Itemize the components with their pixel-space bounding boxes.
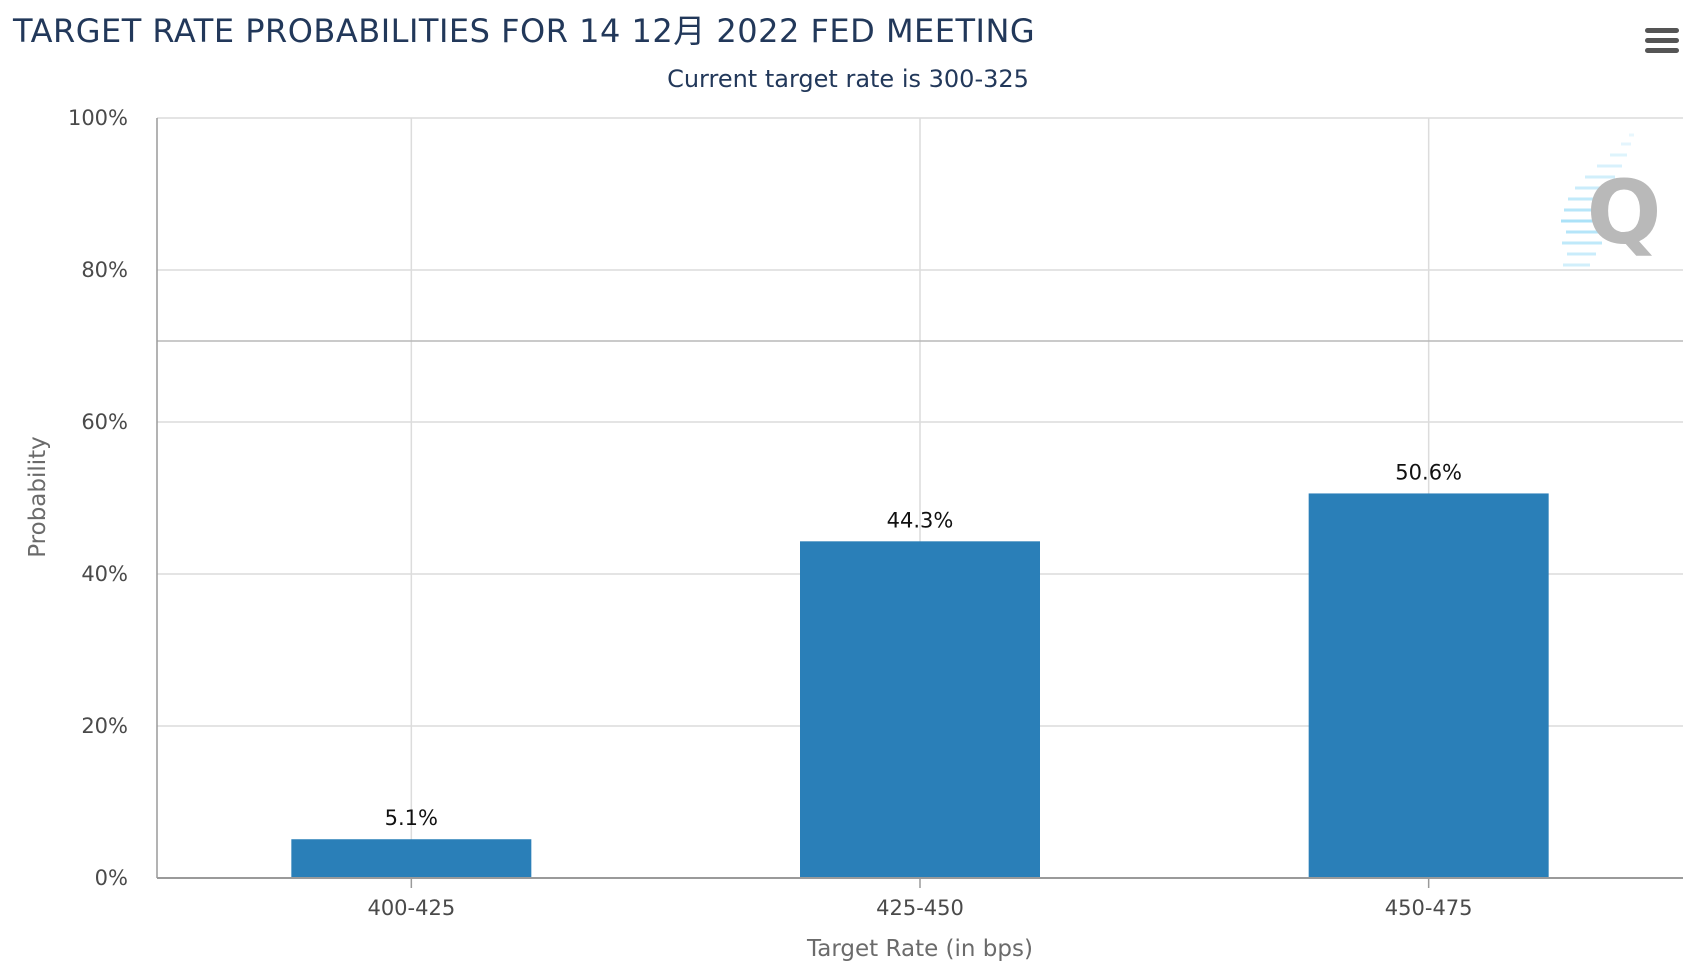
y-tick-label: 80% <box>81 258 128 282</box>
q-logo-icon: Q <box>1561 133 1662 267</box>
data-label: 5.1% <box>385 806 438 830</box>
chart-title: TARGET RATE PROBABILITIES FOR 14 12月 202… <box>12 12 1035 50</box>
data-labels: 5.1% 44.3% 50.6% <box>385 460 1462 830</box>
bar-series <box>291 493 1549 878</box>
axes: 0% 20% 40% 60% 80% 100% 400-425 425-450 450-475 <box>68 106 1683 920</box>
x-tick-label: 400-425 <box>367 896 455 920</box>
x-tick-label: 450-475 <box>1385 896 1473 920</box>
hamburger-menu-icon <box>1645 28 1679 53</box>
chart-menu-button[interactable] <box>1636 22 1688 62</box>
bar-425-450[interactable] <box>800 541 1040 878</box>
x-axis-title: Target Rate (in bps) <box>806 936 1033 962</box>
bar-450-475[interactable] <box>1308 493 1549 878</box>
chart-subtitle: Current target rate is 300-325 <box>667 65 1029 93</box>
y-tick-label: 40% <box>81 562 128 586</box>
data-label: 50.6% <box>1395 460 1462 484</box>
svg-text:Q: Q <box>1587 161 1662 264</box>
y-axis-title: Probability <box>25 436 51 558</box>
y-tick-label: 60% <box>81 410 128 434</box>
y-tick-label: 20% <box>81 714 128 738</box>
y-tick-label: 0% <box>95 866 128 890</box>
x-tick-label: 425-450 <box>876 896 964 920</box>
data-label: 44.3% <box>887 508 954 532</box>
bar-400-425[interactable] <box>291 839 532 878</box>
y-tick-label: 100% <box>68 106 128 130</box>
